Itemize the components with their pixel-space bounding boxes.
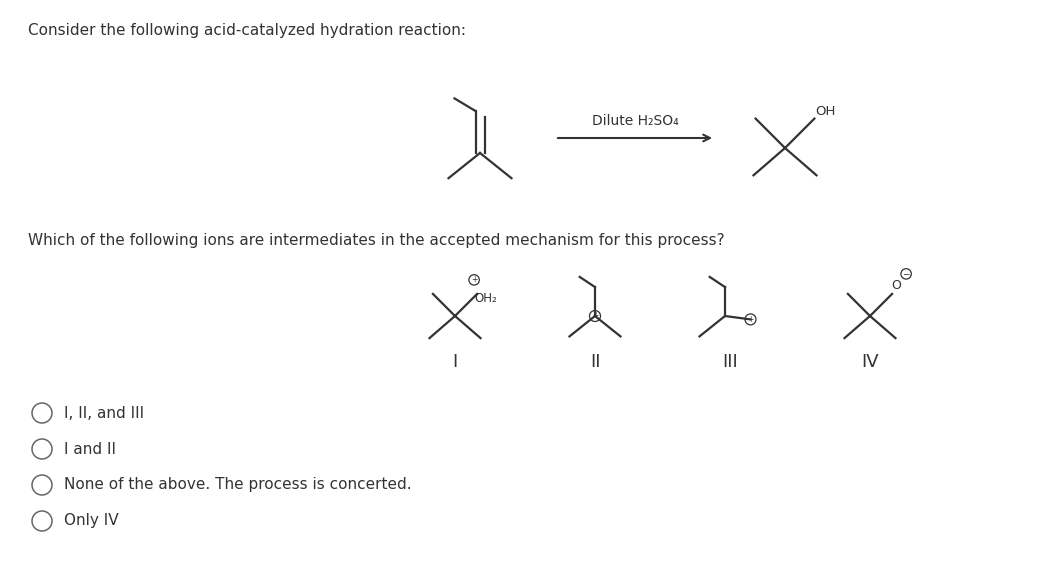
Text: O: O [891,279,902,292]
Text: Consider the following acid-catalyzed hydration reaction:: Consider the following acid-catalyzed hy… [28,23,466,38]
Text: OH₂: OH₂ [474,292,497,305]
Text: I: I [453,353,458,372]
Text: +: + [747,315,754,324]
Text: Dilute H₂SO₄: Dilute H₂SO₄ [591,114,679,128]
Text: Which of the following ions are intermediates in the accepted mechanism for this: Which of the following ions are intermed… [28,233,725,248]
Text: I and II: I and II [64,442,116,456]
Text: III: III [722,353,738,372]
Text: None of the above. The process is concerted.: None of the above. The process is concer… [64,477,411,493]
Text: II: II [590,353,601,372]
Text: Only IV: Only IV [64,513,119,529]
Text: +: + [592,312,599,320]
Text: I, II, and III: I, II, and III [64,406,144,420]
Text: +: + [471,275,478,285]
Text: −: − [903,269,910,278]
Text: IV: IV [861,353,879,372]
Text: OH: OH [815,105,836,118]
